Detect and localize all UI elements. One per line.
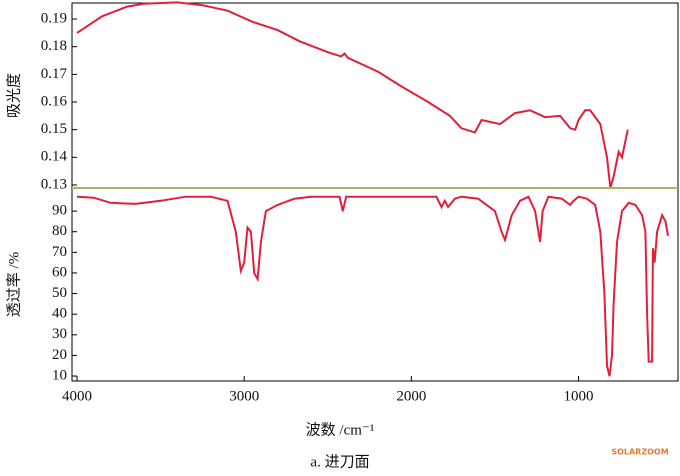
y-tick-label: 90 bbox=[52, 203, 67, 219]
x-tick-label: 1000 bbox=[564, 388, 594, 404]
plot-frame bbox=[71, 187, 679, 382]
y-tick-label: 80 bbox=[52, 223, 67, 239]
x-tick-label: 2000 bbox=[396, 388, 426, 404]
y-tick-label: 0.19 bbox=[41, 10, 67, 26]
y-tick-label: 0.16 bbox=[41, 93, 68, 109]
x-tick-label: 4000 bbox=[62, 388, 92, 404]
y-tick-label: 10 bbox=[52, 367, 67, 383]
y-tick-label: 70 bbox=[52, 244, 67, 260]
y-tick-label: 0.15 bbox=[41, 121, 67, 137]
y-axis-label: 透过率 /% bbox=[5, 252, 22, 317]
spectrum-line bbox=[76, 1, 629, 188]
y-tick-label: 0.17 bbox=[41, 66, 68, 82]
spectrum-line bbox=[76, 195, 669, 377]
y-tick-label: 0.18 bbox=[41, 38, 67, 54]
x-tick-label: 3000 bbox=[229, 388, 259, 404]
y-tick-label: 50 bbox=[52, 285, 67, 301]
y-tick-label: 20 bbox=[52, 347, 67, 363]
y-axis-label: 吸光度 bbox=[5, 73, 22, 118]
plot-frame bbox=[71, 2, 679, 189]
y-tick-label: 60 bbox=[52, 264, 67, 280]
y-tick-label: 40 bbox=[52, 306, 67, 322]
y-tick-label: 0.13 bbox=[41, 176, 67, 192]
y-tick-label: 0.14 bbox=[41, 149, 68, 165]
y-tick-label: 30 bbox=[52, 326, 67, 342]
x-axis-label: 波数 /cm⁻¹ bbox=[306, 421, 375, 438]
watermark: SOLARZOOM bbox=[611, 448, 668, 457]
caption: a. 进刀面 bbox=[310, 453, 369, 470]
